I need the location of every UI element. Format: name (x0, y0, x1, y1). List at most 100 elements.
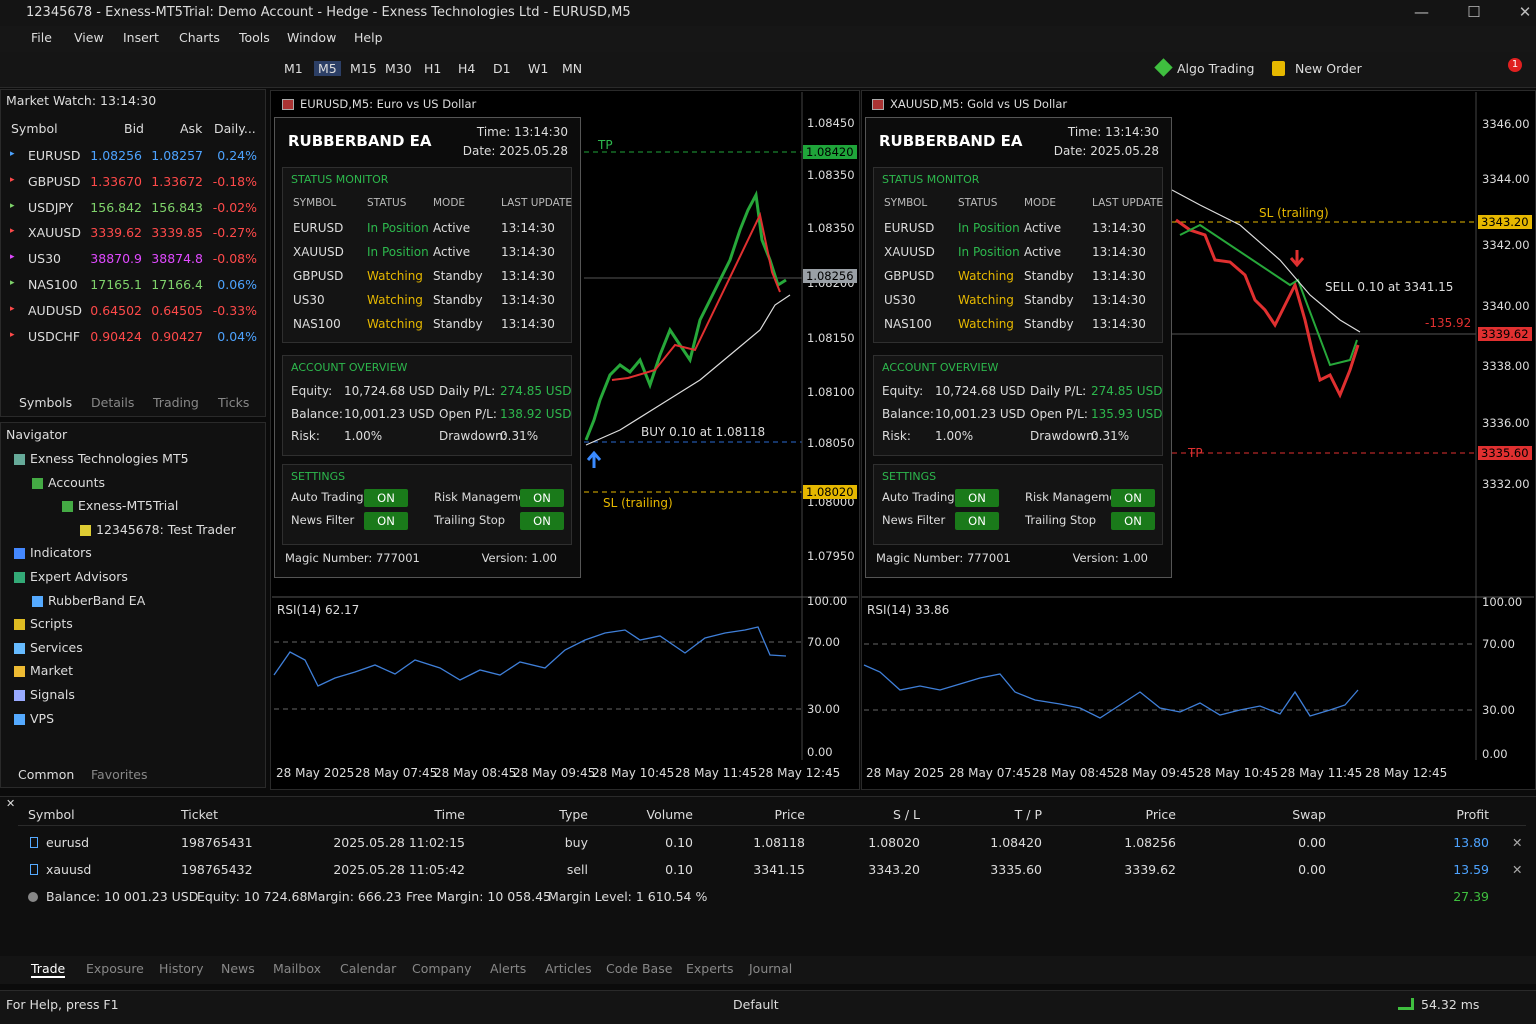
toggle-on[interactable]: ON (1111, 489, 1155, 507)
time-tick: 28 May 08:45 (434, 766, 517, 780)
setting-label: Risk Management (434, 490, 538, 504)
toggle-on[interactable]: ON (520, 489, 564, 507)
nav-item[interactable]: 12345678: Test Trader (96, 521, 236, 537)
symbol[interactable]: AUDUSD (28, 302, 83, 318)
toolbox-tab[interactable]: Mailbox (273, 961, 321, 976)
nav-item[interactable]: VPS (30, 710, 55, 726)
notification-badge[interactable]: 1 (1508, 58, 1522, 72)
menu-item[interactable]: View (74, 30, 104, 45)
panel-tab[interactable]: Trading (153, 395, 199, 410)
close-position[interactable]: ✕ (1512, 835, 1523, 850)
rsi-tick: 70.00 (1482, 637, 1515, 651)
symbol[interactable]: XAUUSD (28, 225, 81, 241)
status-cell: Watching (958, 269, 1014, 283)
symbol[interactable]: USDJPY (28, 199, 74, 215)
nav-icon (32, 595, 43, 607)
row-arrow: ▸ (10, 252, 15, 263)
price-tick: 3338.00 (1482, 359, 1530, 373)
price-tick: 1.08150 (807, 331, 855, 345)
toolbox-tab[interactable]: Alerts (490, 961, 527, 976)
panel-tab[interactable]: Ticks (218, 395, 250, 410)
symbol[interactable]: GBPUSD (28, 173, 81, 189)
toggle-on[interactable]: ON (955, 512, 999, 530)
window-controls[interactable]: — ☐ ✕ (1414, 3, 1532, 21)
ask: 38874.8 (151, 251, 203, 267)
nav-item[interactable]: RubberBand EA (48, 592, 146, 608)
nav-item[interactable]: Services (30, 639, 83, 655)
menu-item[interactable]: Insert (123, 30, 159, 45)
new-order[interactable]: New Order (1295, 61, 1362, 76)
price-label: 1.08256 (803, 269, 857, 283)
status-column: LAST UPDATE (501, 197, 573, 209)
nav-item[interactable]: Market (30, 663, 73, 679)
nav-item[interactable]: Signals (30, 687, 75, 702)
toolbox-tab[interactable]: Experts (686, 961, 734, 976)
timeframe-button[interactable]: MN (562, 61, 583, 76)
time-tick: 28 May 12:45 (1365, 766, 1448, 780)
row-arrow: ▸ (10, 303, 15, 314)
timeframe-button[interactable]: H1 (424, 61, 442, 76)
toggle-on[interactable]: ON (1111, 512, 1155, 530)
toolbox-tab[interactable]: News (221, 961, 255, 976)
status-cell: Standby (1024, 317, 1074, 331)
toolbox-tab[interactable]: Trade (31, 961, 66, 978)
symbol[interactable]: USDCHF (28, 328, 81, 344)
timeframe-button[interactable]: D1 (493, 61, 511, 76)
toolbox-tab[interactable]: History (159, 961, 204, 976)
nav-icon (62, 501, 73, 513)
menu-item[interactable]: Tools (239, 30, 270, 45)
timeframe-button[interactable]: M5 (314, 61, 341, 76)
panel-tab[interactable]: Symbols (19, 395, 73, 410)
account-field: 274.85 USD (500, 384, 572, 398)
row-arrow: ▸ (10, 174, 15, 185)
timeframe-button[interactable]: M1 (284, 61, 303, 76)
trade-cell: 198765432 (181, 862, 253, 877)
nav-item[interactable]: Exness Technologies MT5 (30, 451, 189, 466)
timeframe-button[interactable]: M15 (350, 61, 377, 76)
timeframe-button[interactable]: W1 (528, 61, 549, 76)
timeframe-button[interactable]: H4 (458, 61, 476, 76)
setting-label: Auto Trading (291, 490, 364, 504)
toolbox-tab[interactable]: Exposure (86, 961, 144, 976)
menu-item[interactable]: Charts (179, 30, 220, 45)
setting-label: Auto Trading (882, 490, 955, 504)
nav-item[interactable]: Scripts (30, 616, 73, 632)
time-tick: 28 May 12:45 (758, 766, 841, 780)
symbol[interactable]: EURUSD (28, 148, 81, 163)
close-position[interactable]: ✕ (1512, 862, 1523, 877)
menu-bar (0, 26, 1536, 52)
toolbox-tab[interactable]: Calendar (340, 961, 397, 976)
nav-item[interactable]: Accounts (48, 474, 105, 490)
nav-icon (32, 477, 43, 489)
status-cell: 13:14:30 (501, 245, 555, 259)
nav-item[interactable]: Expert Advisors (30, 569, 128, 584)
menu-item[interactable]: Help (354, 30, 383, 45)
toggle-on[interactable]: ON (364, 489, 408, 507)
panel-tab[interactable]: Favorites (91, 767, 148, 782)
daily-change: -0.02% (212, 199, 257, 215)
panel-tab[interactable]: Details (91, 395, 135, 410)
toolbox-tab[interactable]: Journal (749, 961, 793, 976)
toolbox-tab[interactable]: Code Base (606, 961, 673, 976)
symbol[interactable]: NAS100 (28, 277, 78, 292)
symbol[interactable]: US30 (28, 251, 61, 267)
nav-item[interactable]: Indicators (30, 545, 92, 561)
toolbox-tab[interactable]: Company (412, 961, 472, 976)
toggle-on[interactable]: ON (955, 489, 999, 507)
toggle-on[interactable]: ON (520, 512, 564, 530)
status-cell: Standby (433, 317, 483, 331)
timeframe-button[interactable]: M30 (385, 61, 412, 76)
toolbox-tab[interactable]: Articles (545, 961, 592, 976)
trade-cell: 2025.05.28 11:02:15 (333, 835, 465, 850)
setting-label: Trailing Stop (434, 513, 506, 527)
sell-arrow (1289, 250, 1305, 268)
account-field: Equity: (882, 384, 924, 398)
panel-tab[interactable]: Common (18, 767, 75, 782)
algo-trading[interactable]: Algo Trading (1177, 61, 1255, 76)
column-header: Symbol (11, 121, 58, 136)
menu-item[interactable]: Window (287, 30, 337, 45)
ea-date: Date: 2025.05.28 (1053, 144, 1159, 158)
menu-item[interactable]: File (31, 30, 52, 45)
toggle-on[interactable]: ON (364, 512, 408, 530)
nav-item[interactable]: Exness-MT5Trial (78, 498, 179, 514)
